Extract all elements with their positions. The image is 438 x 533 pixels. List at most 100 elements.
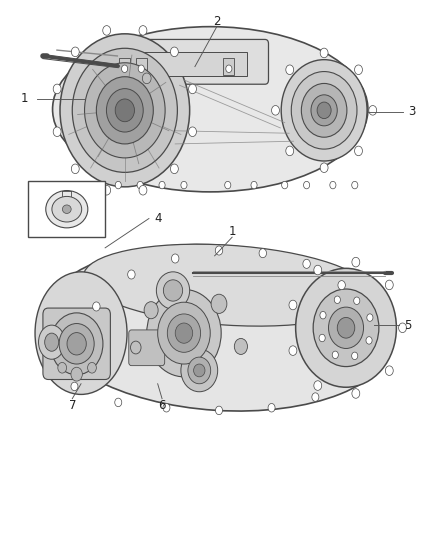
Circle shape — [320, 311, 326, 319]
Circle shape — [159, 181, 165, 189]
Circle shape — [286, 146, 294, 156]
Ellipse shape — [301, 84, 347, 137]
Circle shape — [352, 389, 360, 398]
Circle shape — [320, 48, 328, 58]
Circle shape — [189, 84, 197, 94]
Text: 5: 5 — [404, 319, 411, 332]
Circle shape — [71, 367, 82, 381]
Ellipse shape — [147, 289, 221, 377]
Circle shape — [88, 362, 96, 373]
Circle shape — [163, 403, 170, 412]
Circle shape — [334, 296, 340, 303]
FancyBboxPatch shape — [129, 330, 165, 366]
Ellipse shape — [158, 302, 210, 364]
Circle shape — [103, 185, 111, 195]
Circle shape — [103, 26, 111, 35]
Ellipse shape — [106, 88, 143, 132]
Ellipse shape — [46, 191, 88, 228]
Ellipse shape — [62, 205, 71, 213]
Ellipse shape — [39, 325, 65, 359]
Circle shape — [289, 300, 297, 310]
Circle shape — [319, 334, 325, 342]
Ellipse shape — [44, 245, 394, 411]
Ellipse shape — [52, 196, 81, 222]
Ellipse shape — [53, 27, 368, 192]
Circle shape — [332, 351, 338, 359]
Circle shape — [115, 398, 122, 407]
Circle shape — [314, 265, 321, 275]
Ellipse shape — [45, 333, 59, 351]
Circle shape — [53, 127, 61, 136]
Circle shape — [139, 185, 147, 195]
Circle shape — [122, 65, 128, 72]
Circle shape — [268, 403, 275, 412]
Circle shape — [251, 181, 257, 189]
Circle shape — [352, 257, 360, 267]
Circle shape — [71, 164, 79, 174]
Circle shape — [58, 362, 67, 373]
Ellipse shape — [311, 95, 337, 126]
Circle shape — [170, 164, 178, 174]
Ellipse shape — [296, 268, 396, 387]
Circle shape — [354, 146, 362, 156]
Ellipse shape — [167, 314, 201, 352]
Circle shape — [215, 246, 223, 255]
Circle shape — [53, 84, 61, 94]
Ellipse shape — [72, 49, 177, 172]
Circle shape — [338, 280, 345, 290]
Bar — [136, 58, 147, 75]
Circle shape — [282, 181, 288, 189]
Bar — [116, 52, 247, 76]
Circle shape — [314, 381, 321, 390]
Ellipse shape — [67, 333, 86, 355]
Circle shape — [367, 314, 373, 321]
Circle shape — [211, 294, 227, 313]
Circle shape — [259, 248, 266, 258]
Circle shape — [385, 280, 393, 290]
Ellipse shape — [313, 289, 379, 367]
Circle shape — [289, 346, 297, 356]
Circle shape — [352, 181, 358, 189]
Ellipse shape — [60, 34, 190, 187]
Circle shape — [189, 127, 197, 136]
Circle shape — [172, 254, 179, 263]
Circle shape — [225, 181, 231, 189]
Ellipse shape — [188, 357, 211, 384]
FancyBboxPatch shape — [99, 39, 268, 84]
Text: 3: 3 — [408, 106, 415, 118]
Text: 4: 4 — [154, 212, 162, 225]
Circle shape — [131, 341, 141, 354]
Ellipse shape — [50, 313, 103, 375]
Ellipse shape — [175, 323, 193, 343]
Circle shape — [354, 65, 362, 75]
Ellipse shape — [317, 102, 331, 119]
Ellipse shape — [328, 307, 364, 349]
Circle shape — [71, 382, 78, 391]
Circle shape — [181, 181, 187, 189]
Circle shape — [272, 106, 279, 115]
Circle shape — [286, 65, 294, 75]
Ellipse shape — [59, 324, 94, 364]
Circle shape — [93, 181, 99, 189]
Bar — [28, 181, 105, 237]
Circle shape — [366, 337, 372, 344]
Circle shape — [115, 181, 121, 189]
Text: 6: 6 — [158, 399, 166, 411]
Circle shape — [304, 181, 310, 189]
Circle shape — [226, 65, 232, 72]
Ellipse shape — [115, 99, 134, 122]
Circle shape — [137, 181, 143, 189]
Circle shape — [234, 338, 247, 354]
Text: 1: 1 — [20, 92, 28, 105]
Bar — [223, 58, 234, 75]
Circle shape — [128, 270, 135, 279]
Circle shape — [142, 73, 151, 84]
Ellipse shape — [163, 280, 183, 301]
Text: 7: 7 — [68, 399, 76, 411]
Circle shape — [312, 393, 319, 401]
Ellipse shape — [85, 63, 165, 158]
Circle shape — [354, 297, 360, 304]
Circle shape — [144, 302, 158, 319]
Circle shape — [352, 352, 358, 360]
Circle shape — [92, 302, 100, 311]
